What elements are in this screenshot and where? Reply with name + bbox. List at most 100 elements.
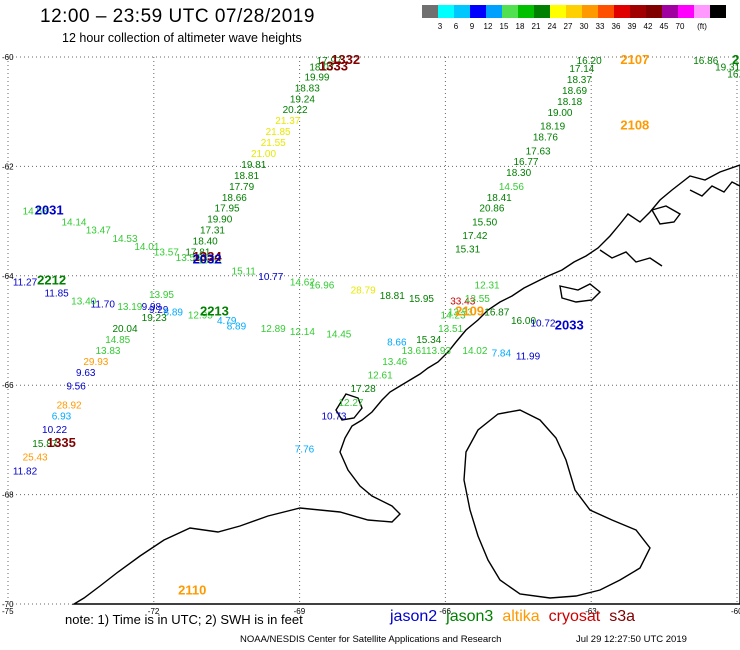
satellite-legend-item: altika — [502, 608, 540, 625]
wave-height-value: 21.55 — [261, 138, 286, 149]
wave-height-value: 18.66 — [222, 193, 247, 204]
color-swatch — [598, 5, 614, 18]
wave-height-value: 13.46 — [382, 357, 407, 368]
wave-height-value: 13.55 — [465, 294, 490, 305]
wave-height-value: 6.93 — [52, 412, 72, 423]
pass-number-label: 1332 — [331, 52, 360, 67]
wave-height-value: 13.40 — [71, 297, 96, 308]
color-scale-tick: 45 — [659, 22, 669, 31]
wave-height-value: 15.95 — [409, 294, 434, 305]
color-swatch — [630, 5, 646, 18]
wave-height-value: 21.85 — [266, 127, 291, 138]
wave-height-value: 17.79 — [229, 182, 254, 193]
satellite-legend-item: jason2 — [390, 608, 438, 625]
wave-height-value: 13.57 — [154, 247, 179, 258]
longitude-label: -75 — [2, 607, 14, 616]
wave-height-value: 12.27 — [338, 398, 363, 409]
wave-height-value: 4.79 — [217, 316, 237, 327]
wave-height-value: 29.93 — [83, 357, 108, 368]
wave-height-value: 17.81 — [185, 247, 210, 258]
wave-height-value: 13.51 — [438, 324, 463, 335]
wave-height-value: 17.97 — [317, 56, 342, 67]
wave-height-value: 18.18 — [557, 97, 582, 108]
south-shetland-coast — [650, 205, 682, 225]
color-scale-tick: 70 — [675, 22, 685, 31]
wave-height-value: 9.56 — [66, 381, 86, 392]
color-scale-tick: 3 — [437, 22, 443, 31]
wave-height-value: 7.76 — [295, 444, 315, 455]
lat-lon-grid: -60-62-64-66-68-70-75-72-69-66-63-60 — [2, 53, 740, 616]
coastline — [71, 164, 740, 605]
wave-height-value: 13.83 — [95, 346, 120, 357]
wave-height-value: 18.37 — [567, 75, 592, 86]
wave-height-value: 12.14 — [290, 327, 315, 338]
color-scale-tick: 15 — [499, 22, 509, 31]
color-swatch — [534, 5, 550, 18]
pass-number-label: 2032 — [193, 252, 222, 267]
observation-points: 17.9718.0719.9918.8319.2420.2221.3721.85… — [13, 56, 740, 477]
wave-height-value: 13.93 — [426, 346, 451, 357]
wave-height-value: 12.31 — [475, 280, 500, 291]
satellite-legend: jason2 jason3 altika cryosat s3a — [390, 608, 644, 626]
pass-number-label: 2031 — [35, 202, 64, 217]
wave-height-value: 15.81 — [198, 256, 223, 267]
latitude-label: -70 — [2, 600, 14, 609]
color-scale-tick: 33 — [595, 22, 605, 31]
wave-height-value: 20.04 — [112, 324, 137, 335]
color-swatch — [486, 5, 502, 18]
wave-height-value: 11.85 — [44, 288, 69, 299]
color-scale-tick: 12 — [483, 22, 493, 31]
wave-height-value: 14.85 — [105, 335, 130, 346]
wave-height-value: 16.87 — [484, 308, 509, 319]
wave-height-value: 15.50 — [472, 217, 497, 228]
wave-height-value: 17.63 — [526, 146, 551, 157]
anvers-island-coast — [559, 283, 602, 303]
wave-height-value: 16.99 — [727, 70, 740, 81]
credit-text: NOAA/NESDIS Center for Satellite Applica… — [240, 634, 502, 645]
wave-height-value: 21.00 — [251, 149, 276, 160]
color-scale-tick: 39 — [627, 22, 637, 31]
wave-height-value: 25.43 — [23, 453, 48, 464]
color-swatch — [678, 5, 694, 18]
wave-height-value: 17.42 — [462, 231, 487, 242]
wave-height-value: 9.63 — [76, 368, 96, 379]
wave-height-value: 12.89 — [261, 324, 286, 335]
wave-height-value: 9.98 — [142, 302, 162, 313]
pass-number-label: 2033 — [555, 317, 584, 332]
wave-height-value: 14.45 — [326, 330, 351, 341]
wave-height-value: 17.14 — [569, 64, 594, 75]
color-scale-tick: 18 — [515, 22, 525, 31]
wave-height-value: 28.79 — [351, 286, 376, 297]
wave-height-value: 13.61 — [402, 346, 427, 357]
wave-height-value: 19.99 — [304, 72, 329, 83]
pass-number-label: 1333 — [319, 59, 348, 74]
wave-height-value: 20.86 — [479, 204, 504, 215]
wave-height-value: 19.31 — [715, 63, 740, 74]
wave-height-value: 10.72 — [530, 319, 555, 330]
color-swatch — [470, 5, 486, 18]
wave-height-value: 16.77 — [513, 157, 538, 168]
wave-height-value: 16.20 — [577, 56, 602, 67]
color-swatch — [502, 5, 518, 18]
color-swatch — [646, 5, 662, 18]
wave-height-value: 14.58 — [23, 206, 48, 217]
color-scale-tick: 24 — [547, 22, 557, 31]
color-scale-unit: (ft) — [697, 22, 707, 31]
wave-height-value: 28.92 — [57, 401, 82, 412]
wave-height-value: 19.90 — [207, 215, 232, 226]
adelaide-island-coast — [335, 393, 363, 421]
wave-height-value: 13.47 — [86, 226, 111, 237]
antarctic-peninsula-coast — [71, 164, 740, 605]
color-swatch — [518, 5, 534, 18]
wave-height-value: 10.77 — [258, 272, 283, 283]
wave-height-value: 17.31 — [200, 226, 225, 237]
wave-height-value: 21.37 — [275, 116, 300, 127]
wave-height-value: 13.95 — [149, 290, 174, 301]
wave-height-value: 14.56 — [499, 182, 524, 193]
wave-height-value: 8.89 — [227, 321, 247, 332]
wave-height-value: 8.89 — [164, 308, 184, 319]
wave-height-value: 16.86 — [693, 56, 718, 67]
wave-height-value: 18.69 — [562, 86, 587, 97]
wave-height-value: 14.01 — [134, 242, 159, 253]
